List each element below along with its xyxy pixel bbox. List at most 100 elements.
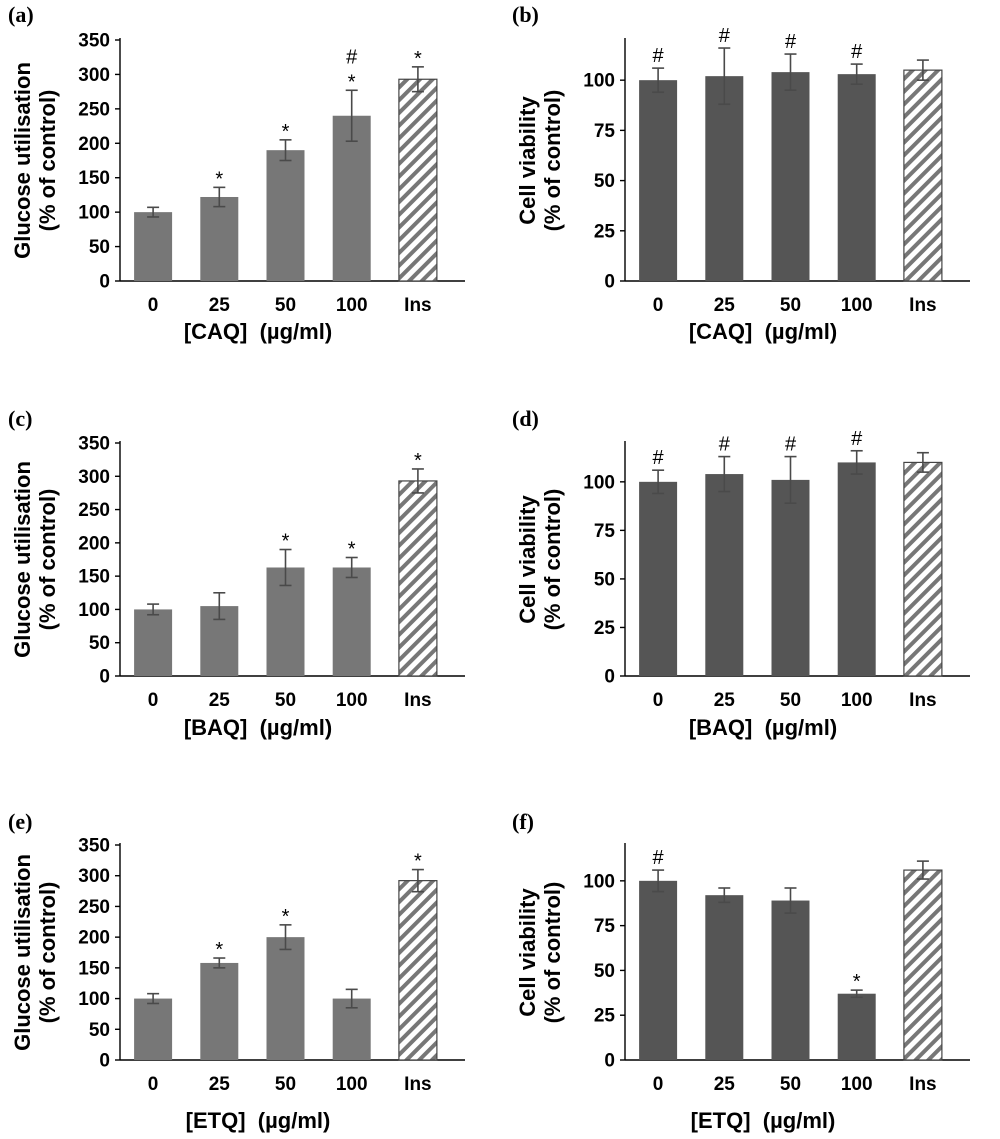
significance-hash: # bbox=[719, 25, 731, 47]
y-tick-label: 0 bbox=[604, 667, 615, 688]
significance-star: * bbox=[414, 48, 422, 70]
y-tick-label: 75 bbox=[594, 121, 616, 142]
x-tick-label: 0 bbox=[653, 295, 664, 316]
significance-star: * bbox=[853, 971, 861, 993]
y-tick-label: 150 bbox=[78, 567, 110, 588]
bar-50 bbox=[266, 937, 305, 1060]
bar-Ins bbox=[903, 461, 943, 677]
bar-100 bbox=[332, 567, 371, 676]
y-axis-title: (% of control) bbox=[540, 489, 565, 631]
significance-hash: # bbox=[346, 46, 358, 68]
y-tick-label: 300 bbox=[78, 866, 110, 887]
x-tick-label: 100 bbox=[336, 295, 368, 316]
chart-panel-f: (f) 0 25 50 75 100 Cell viability (% of control… bbox=[512, 809, 970, 1133]
y-tick-label: 50 bbox=[89, 1020, 110, 1041]
y-tick-label: 50 bbox=[594, 171, 615, 192]
x-tick-label: Ins bbox=[404, 1074, 431, 1095]
y-tick-label: 25 bbox=[594, 618, 616, 639]
y-tick-label: 100 bbox=[583, 71, 615, 92]
y-tick-label: 250 bbox=[78, 99, 110, 120]
x-tick-label: Ins bbox=[909, 1074, 936, 1095]
x-tick-label: 25 bbox=[714, 690, 736, 711]
bar-25 bbox=[200, 962, 239, 1060]
y-tick-label: 150 bbox=[78, 168, 110, 189]
x-tick-label: 25 bbox=[209, 295, 231, 316]
x-tick-label: 100 bbox=[841, 690, 873, 711]
bar-Ins bbox=[903, 69, 943, 282]
chart-panel-d: (d) 0 25 50 75 100 Cell viability (% of control… bbox=[512, 406, 970, 740]
significance-star: * bbox=[348, 71, 356, 93]
x-tick-label: 0 bbox=[653, 690, 664, 711]
y-tick-label: 25 bbox=[594, 1006, 616, 1027]
significance-hash: # bbox=[719, 434, 731, 456]
y-tick-label: 0 bbox=[604, 272, 615, 293]
significance-star: * bbox=[282, 906, 290, 928]
y-tick-label: 200 bbox=[78, 928, 110, 949]
y-axis-title: Cell viability bbox=[515, 888, 540, 1017]
y-tick-label: 0 bbox=[604, 1051, 615, 1072]
x-axis-title: [CAQ] (µg/ml) bbox=[689, 319, 837, 344]
y-axis-title: (% of control) bbox=[35, 90, 60, 232]
x-tick-label: 25 bbox=[209, 690, 231, 711]
bar-0 bbox=[134, 212, 173, 281]
y-tick-label: 300 bbox=[78, 65, 110, 86]
y-tick-label: 25 bbox=[594, 221, 616, 242]
bar-50 bbox=[771, 900, 810, 1060]
significance-hash: # bbox=[653, 447, 665, 469]
significance-hash: # bbox=[653, 847, 665, 869]
y-tick-label: 75 bbox=[594, 521, 616, 542]
chart-panel-b: (b) 0 25 50 75 100 Cell viability (% of control… bbox=[512, 2, 970, 344]
x-tick-label: Ins bbox=[909, 690, 936, 711]
x-tick-label: 50 bbox=[275, 1074, 296, 1095]
bar-50 bbox=[771, 479, 810, 676]
x-axis-title: [ETQ] (µg/ml) bbox=[691, 1108, 836, 1133]
bar-0 bbox=[134, 998, 173, 1060]
significance-star: * bbox=[282, 121, 290, 143]
significance-hash: # bbox=[653, 45, 665, 67]
x-tick-label: 25 bbox=[209, 1074, 231, 1095]
bar-100 bbox=[837, 74, 876, 282]
bar-25 bbox=[200, 196, 239, 281]
y-tick-label: 0 bbox=[99, 667, 110, 688]
x-tick-label: 0 bbox=[148, 1074, 159, 1095]
x-tick-label: 50 bbox=[275, 690, 296, 711]
bar-Ins bbox=[398, 480, 438, 677]
bar-0 bbox=[134, 609, 173, 676]
panel-label: (a) bbox=[8, 2, 34, 27]
y-tick-label: 50 bbox=[594, 569, 615, 590]
y-tick-label: 50 bbox=[594, 961, 615, 982]
y-axis-title: Cell viability bbox=[515, 495, 540, 624]
bar-100 bbox=[332, 998, 371, 1060]
x-axis-title: [BAQ] (µg/ml) bbox=[184, 715, 332, 740]
x-tick-label: 100 bbox=[841, 1074, 873, 1095]
x-tick-label: 0 bbox=[148, 295, 159, 316]
x-tick-label: 0 bbox=[148, 690, 159, 711]
x-axis-title: [BAQ] (µg/ml) bbox=[689, 715, 837, 740]
x-tick-label: 50 bbox=[780, 690, 801, 711]
panel-label: (f) bbox=[512, 809, 534, 834]
y-tick-label: 300 bbox=[78, 467, 110, 488]
y-tick-label: 100 bbox=[78, 989, 110, 1010]
x-tick-label: Ins bbox=[909, 295, 936, 316]
bar-25 bbox=[705, 76, 744, 282]
y-tick-label: 350 bbox=[78, 434, 110, 455]
y-tick-label: 0 bbox=[99, 272, 110, 293]
significance-hash: # bbox=[851, 428, 863, 450]
significance-hash: # bbox=[851, 41, 863, 63]
y-tick-label: 150 bbox=[78, 958, 110, 979]
bar-0 bbox=[639, 880, 678, 1060]
panel-label: (d) bbox=[512, 406, 539, 431]
y-axis-title: Glucose utilisation bbox=[10, 461, 35, 658]
panel-label: (b) bbox=[512, 2, 539, 27]
bar-100 bbox=[332, 115, 371, 281]
y-tick-label: 75 bbox=[594, 916, 616, 937]
y-tick-label: 250 bbox=[78, 500, 110, 521]
y-tick-label: 250 bbox=[78, 897, 110, 918]
y-axis-title: Glucose utilisation bbox=[10, 62, 35, 259]
significance-star: * bbox=[282, 531, 290, 553]
bar-25 bbox=[705, 895, 744, 1060]
x-tick-label: 50 bbox=[780, 1074, 801, 1095]
